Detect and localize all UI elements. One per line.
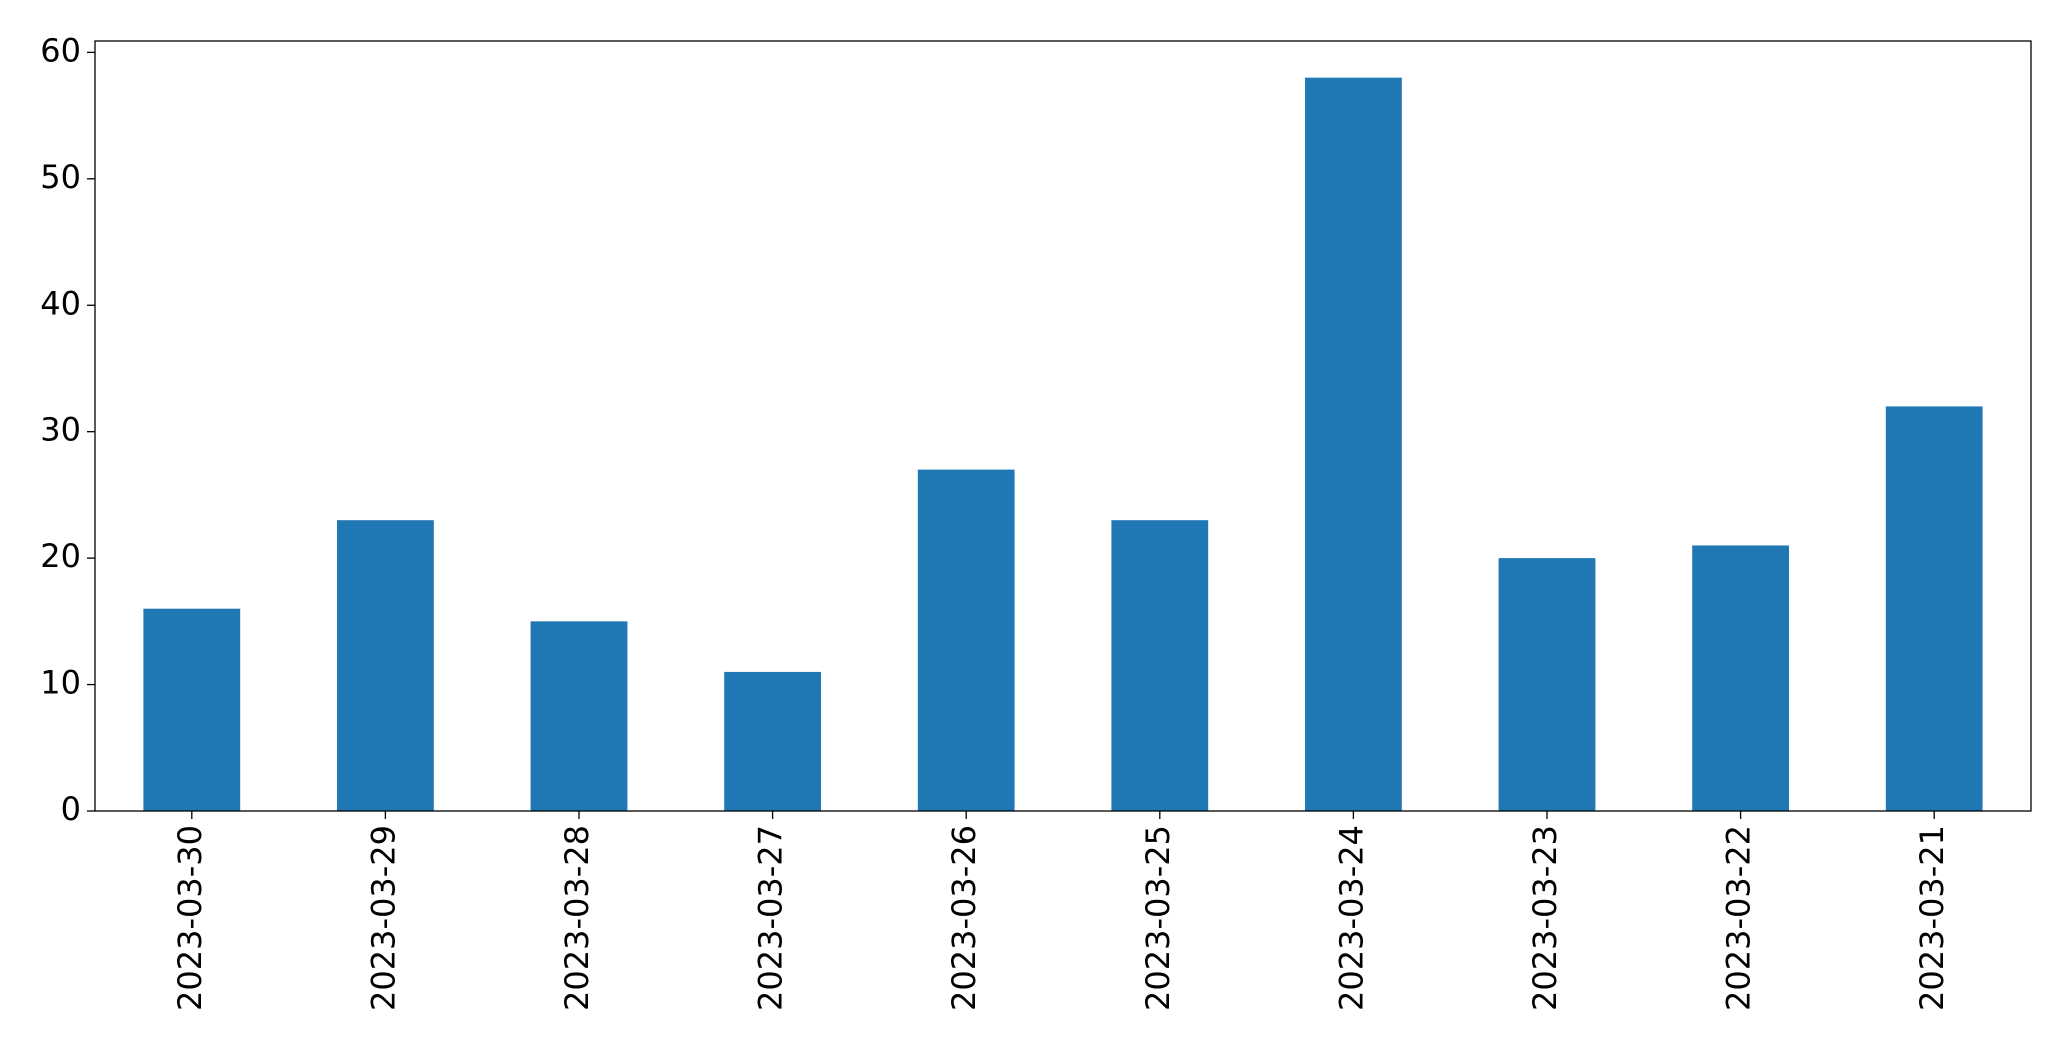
bar — [1498, 558, 1596, 811]
x-tick-label: 2023-03-21 — [1913, 825, 1951, 1011]
bar — [530, 621, 628, 811]
bar — [917, 469, 1015, 811]
x-tick-label: 2023-03-22 — [1720, 825, 1758, 1011]
y-tick-label: 60 — [40, 31, 81, 69]
x-tick-label: 2023-03-28 — [558, 825, 596, 1011]
bar — [1111, 520, 1209, 811]
x-tick-label: 2023-03-29 — [364, 825, 402, 1011]
bar — [1885, 406, 1983, 811]
bar — [724, 671, 821, 811]
bar — [1305, 77, 1402, 811]
plot-frame — [94, 40, 2032, 812]
x-tick-label: 2023-03-23 — [1526, 825, 1564, 1011]
bar — [1692, 545, 1789, 811]
x-tick-label: 2023-03-24 — [1332, 825, 1370, 1011]
bar — [143, 608, 241, 811]
y-tick-label: 50 — [40, 158, 81, 196]
y-tick-label: 10 — [40, 664, 81, 702]
y-tick-label: 40 — [40, 284, 81, 322]
x-tick-label: 2023-03-25 — [1139, 825, 1177, 1011]
x-tick-label: 2023-03-27 — [752, 825, 790, 1011]
y-tick-label: 0 — [61, 790, 81, 828]
bar — [337, 520, 434, 811]
y-tick-label: 30 — [40, 411, 81, 449]
y-tick-label: 20 — [40, 537, 81, 575]
x-tick-label: 2023-03-26 — [945, 825, 983, 1011]
x-tick-label: 2023-03-30 — [171, 825, 209, 1011]
